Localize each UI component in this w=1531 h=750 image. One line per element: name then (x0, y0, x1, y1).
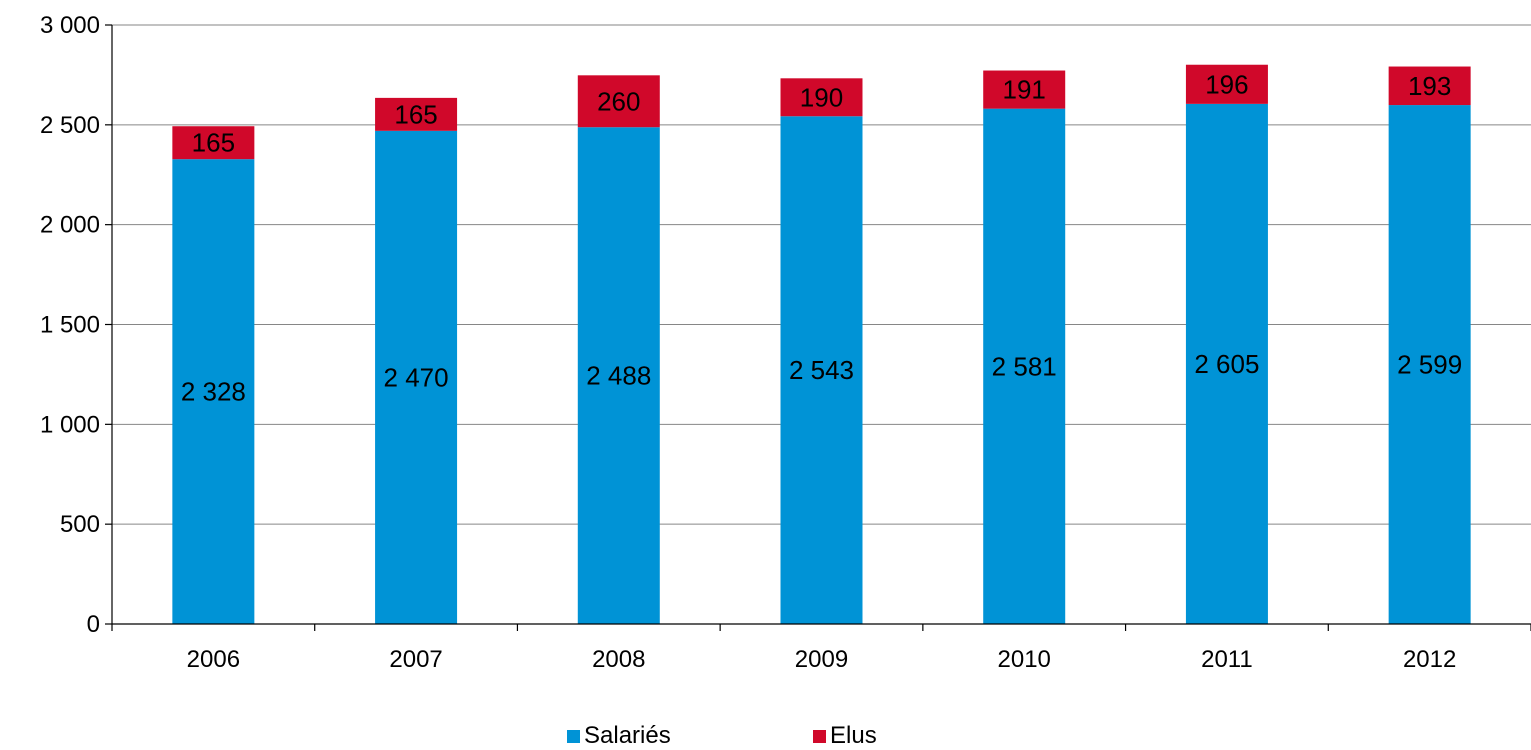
x-tick-label: 2010 (998, 646, 1051, 673)
data-label-elus: 190 (800, 82, 843, 112)
legend-label-salaries: Salariés (584, 722, 671, 749)
y-tick-labels: 0 500 1 000 1 500 2 000 2 500 3 000 (40, 12, 100, 638)
y-tick-label: 2 500 (40, 112, 100, 139)
bar-elus (577, 75, 660, 128)
legend-label-elus: Elus (830, 722, 877, 749)
bar-elus (780, 78, 863, 117)
y-tick-label: 0 (87, 611, 100, 638)
data-label-salaries: 2 581 (992, 351, 1057, 381)
legend-item-salaries: Salariés (567, 722, 671, 750)
axes (105, 24, 1531, 631)
legend-item-elus: Elus (813, 722, 877, 750)
data-label-salaries: 2 543 (789, 355, 854, 385)
bar-salaries (577, 127, 660, 624)
bars (172, 64, 1471, 624)
bar-elus (1185, 64, 1268, 104)
data-label-elus: 165 (192, 128, 235, 158)
data-label-salaries: 2 328 (181, 377, 246, 407)
x-tick-label: 2006 (187, 646, 240, 673)
y-tick-label: 1 000 (40, 411, 100, 438)
x-tick-label: 2011 (1201, 646, 1253, 673)
data-label-elus: 196 (1205, 69, 1248, 99)
data-label-elus: 260 (597, 86, 640, 116)
legend-swatch-salaries (567, 729, 580, 743)
bar-salaries (780, 116, 863, 624)
x-tick-label: 2012 (1403, 646, 1456, 673)
legend: Salariés Elus (0, 722, 1531, 750)
data-label-elus: 191 (1003, 75, 1046, 105)
legend-swatch-elus (813, 729, 826, 743)
data-label-salaries: 2 605 (1194, 349, 1259, 379)
x-tick-label: 2008 (592, 646, 645, 673)
bar-salaries (1388, 105, 1471, 624)
data-label-elus: 193 (1408, 71, 1451, 101)
data-label-elus: 165 (394, 99, 437, 129)
y-tick-label: 1 500 (40, 312, 100, 339)
bar-elus (983, 70, 1066, 109)
bar-elus (172, 126, 255, 160)
x-tick-labels: 2006 2007 2008 2009 2010 2011 2012 (187, 646, 1457, 673)
data-label-salaries: 2 470 (384, 362, 449, 392)
y-tick-label: 500 (60, 511, 100, 538)
bar-elus (1388, 66, 1471, 106)
bar-salaries (375, 130, 458, 624)
bar-elus (375, 97, 458, 131)
data-labels: 2 328 165 2 470 165 2 488 260 2 543 190 2 581 191… (181, 69, 1462, 406)
bar-salaries (983, 108, 1066, 624)
x-tick-label: 2009 (795, 646, 848, 673)
bar-salaries (172, 159, 255, 624)
y-tick-label: 3 000 (40, 12, 100, 39)
data-label-salaries: 2 599 (1397, 350, 1462, 380)
bar-salaries (1185, 103, 1268, 624)
data-label-salaries: 2 488 (586, 361, 651, 391)
x-tick-label: 2007 (389, 646, 442, 673)
y-tick-label: 2 000 (40, 212, 100, 239)
